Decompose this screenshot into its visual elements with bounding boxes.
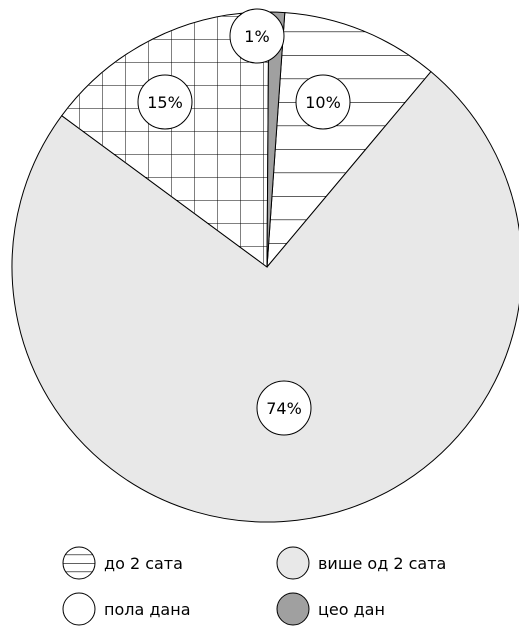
pie-chart: 10% 74% 15% 1%	[11, 8, 519, 523]
legend-label-more-than-2h: више од 2 сата	[318, 553, 447, 573]
value-label-text: 1%	[244, 27, 269, 46]
legend-swatch-horizontal-lines	[62, 546, 96, 580]
value-label-bubble	[137, 74, 193, 130]
legend-swatch-dark-gray	[276, 592, 310, 626]
value-label-text: 10%	[305, 93, 341, 112]
legend-swatch-light-gray	[276, 546, 310, 580]
value-label-bubble	[229, 8, 285, 64]
legend-label-whole-day: цео дан	[318, 599, 385, 619]
value-label-bubble	[295, 74, 351, 130]
legend-swatch-grid	[62, 592, 96, 626]
value-label-text: 74%	[266, 399, 302, 418]
pie-slice-up-to-2h	[266, 12, 432, 269]
legend-item-up-to-2h: до 2 сата	[62, 546, 183, 580]
legend-item-more-than-2h: више од 2 сата	[276, 546, 446, 580]
legend-label-up-to-2h: до 2 сата	[104, 553, 183, 573]
legend-item-whole-day: цео дан	[276, 592, 385, 626]
value-label-text: 15%	[147, 93, 183, 112]
slice-value-label-half-day: 15%	[137, 74, 193, 130]
slice-value-label-up-to-2h: 10%	[295, 74, 351, 130]
legend-item-half-day: пола дана	[62, 592, 191, 626]
pie-slice-more-than-2h	[11, 70, 519, 523]
slice-value-label-whole-day: 1%	[229, 8, 285, 64]
value-label-bubble	[256, 380, 312, 436]
legend-label-half-day: пола дана	[104, 599, 191, 619]
slice-value-label-more-than-2h: 74%	[256, 380, 312, 436]
